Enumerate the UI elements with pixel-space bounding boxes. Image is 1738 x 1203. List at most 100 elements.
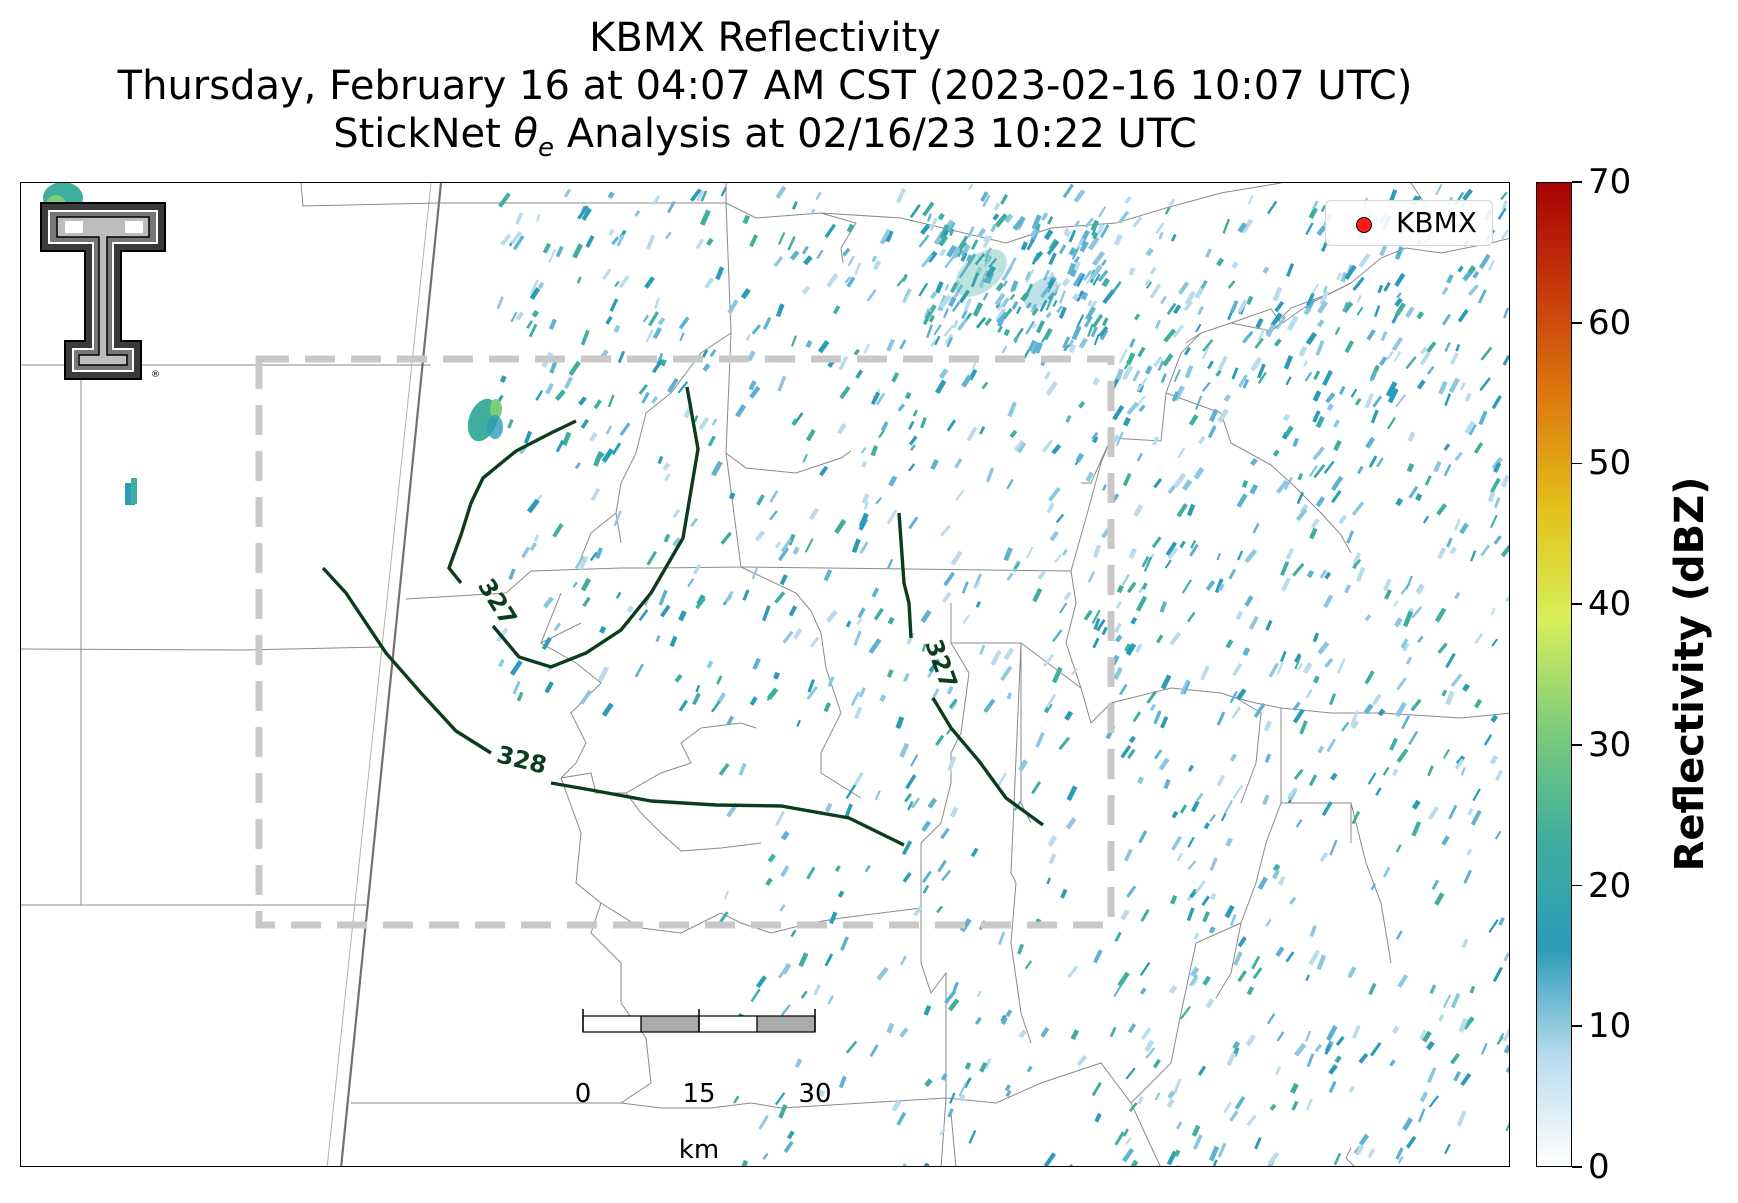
radar-echo xyxy=(614,280,620,288)
radar-echo xyxy=(1411,799,1421,810)
radar-echo xyxy=(1263,720,1272,732)
radar-echo xyxy=(1395,393,1406,408)
radar-echo xyxy=(1101,277,1111,288)
radar-echo xyxy=(1257,327,1266,341)
radar-echo xyxy=(1351,1024,1361,1039)
radar-echo xyxy=(756,494,765,506)
radar-echo xyxy=(1188,414,1199,426)
radar-echo xyxy=(1071,292,1080,302)
radar-echo xyxy=(1313,675,1320,684)
radar-echo xyxy=(896,187,906,204)
radar-echo xyxy=(1331,490,1342,504)
radar-echo xyxy=(1434,892,1445,906)
radar-echo xyxy=(866,289,877,302)
radar-echo xyxy=(658,589,668,606)
radar-echo xyxy=(1379,245,1388,257)
radar-echo xyxy=(767,853,776,863)
radar-echo xyxy=(1047,835,1058,847)
radar-echo xyxy=(696,189,705,202)
radar-echo xyxy=(1071,246,1080,260)
radar-echo xyxy=(1395,701,1407,718)
radar-echo xyxy=(1066,1163,1073,1166)
radar-echo xyxy=(541,636,552,651)
radar-echo xyxy=(1312,446,1325,461)
radar-echo xyxy=(1441,689,1448,697)
radar-echo xyxy=(1237,936,1247,948)
radar-echo xyxy=(1171,835,1183,851)
radar-echo xyxy=(1070,1029,1080,1041)
radar-echo xyxy=(1155,634,1164,644)
radar-echo xyxy=(1373,305,1381,318)
radar-echo xyxy=(1138,830,1148,844)
radar-echo xyxy=(1370,1042,1382,1057)
radar-echo xyxy=(1284,476,1293,491)
radar-echo xyxy=(1094,1112,1102,1123)
radar-echo xyxy=(700,190,708,202)
radar-echo xyxy=(1313,464,1326,479)
radar-echo xyxy=(960,252,968,262)
radar-echo xyxy=(1002,307,1013,320)
radar-echo xyxy=(838,1075,847,1089)
radar-echo xyxy=(1114,931,1122,943)
radar-echo xyxy=(521,546,531,559)
radar-echo xyxy=(1026,1065,1033,1073)
scale-tick-30: 30 xyxy=(798,1079,832,1109)
radar-echo xyxy=(1217,408,1229,423)
radar-echo xyxy=(943,324,955,337)
radar-echo xyxy=(783,1140,794,1154)
radar-echo xyxy=(1308,949,1321,966)
radar-echo xyxy=(941,869,951,882)
radar-echo xyxy=(929,217,938,232)
radar-echo xyxy=(1375,787,1382,796)
map-canvas: 327 327 328 xyxy=(21,183,1509,1166)
radar-echo xyxy=(1159,601,1168,613)
radar-echo xyxy=(985,265,997,279)
radar-echo xyxy=(1469,550,1477,562)
radar-echo xyxy=(1234,1096,1246,1110)
radar-echo xyxy=(1358,1133,1370,1146)
radar-echo xyxy=(1141,556,1150,568)
radar-echo xyxy=(780,830,790,841)
radar-echo xyxy=(1153,710,1162,725)
radar-echo xyxy=(1092,377,1101,386)
radar-echo xyxy=(1428,1095,1440,1108)
radar-map[interactable]: 327 327 328 0 15 30 km ® KBMX xyxy=(20,182,1510,1167)
radar-echo xyxy=(1154,1092,1161,1101)
radar-echo xyxy=(853,348,861,356)
radar-echo xyxy=(1236,688,1247,701)
radar-echo xyxy=(1205,998,1215,1009)
radar-echo xyxy=(1340,271,1349,283)
radar-echo xyxy=(1078,400,1086,409)
colorbar-tick xyxy=(1572,321,1582,324)
radar-echo xyxy=(942,229,949,237)
radar-echo xyxy=(1397,1155,1404,1164)
radar-echo xyxy=(1426,341,1437,354)
radar-echo xyxy=(1271,869,1280,880)
radar-echo xyxy=(1377,708,1386,717)
analysis-suffix: Analysis at 02/16/23 10:22 UTC xyxy=(553,111,1197,157)
radar-echo xyxy=(927,797,938,809)
radar-echo xyxy=(1092,232,1099,240)
radar-echo xyxy=(947,755,957,772)
radar-echo xyxy=(1488,919,1499,934)
radar-echo xyxy=(1043,653,1055,668)
radar-echo xyxy=(995,307,1007,322)
radar-echo xyxy=(599,625,607,634)
radar-echo xyxy=(985,467,995,483)
radar-echo xyxy=(793,628,803,640)
radar-echo xyxy=(1235,610,1244,620)
radar-echo xyxy=(535,390,544,401)
radar-echo xyxy=(1194,287,1205,300)
radar-echo xyxy=(1145,1047,1156,1059)
radar-echo xyxy=(749,696,758,706)
contour-328-east xyxy=(550,781,905,847)
radar-echo xyxy=(1136,377,1148,392)
radar-echo xyxy=(1315,340,1325,356)
radar-echo xyxy=(875,496,883,505)
radar-echo xyxy=(1308,774,1318,787)
colorbar-tick xyxy=(1572,1025,1582,1028)
radar-echo xyxy=(858,687,866,698)
radar-echo xyxy=(1435,183,1443,196)
contour-label-328: 328 xyxy=(494,740,549,779)
radar-echo xyxy=(1158,757,1170,771)
